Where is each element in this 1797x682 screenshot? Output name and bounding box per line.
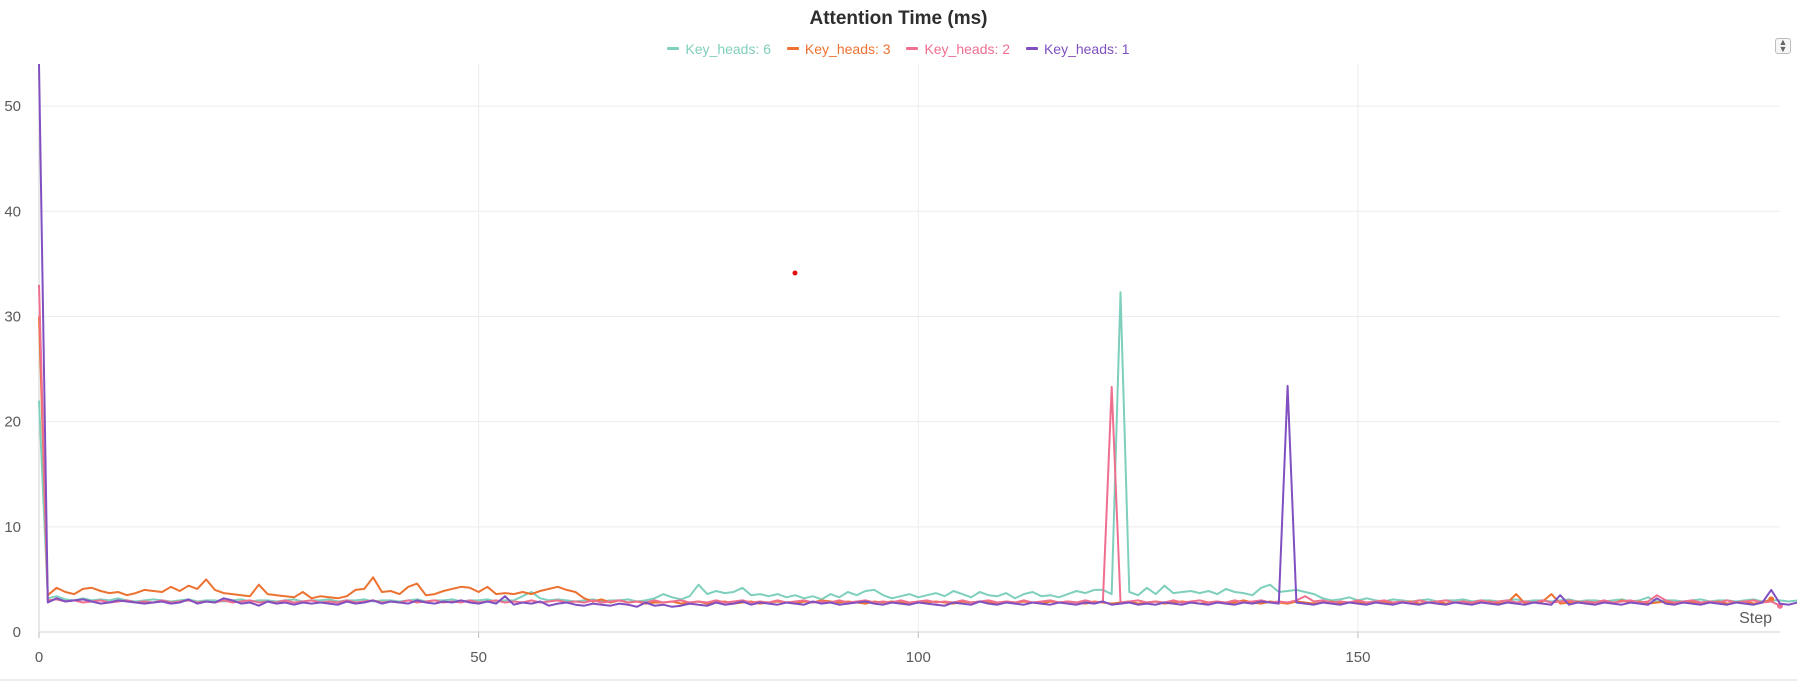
legend-item-series-3[interactable]: Key_heads: 1 [1025, 40, 1130, 57]
y-tick-label: 50 [4, 98, 21, 115]
y-tick-label: 40 [4, 203, 21, 220]
series-line-1 [38, 316, 1772, 605]
legend-label-0: Key_heads: 6 [685, 40, 772, 57]
red-marker-dot [792, 270, 798, 276]
legend-item-series-2[interactable]: Key_heads: 2 [906, 41, 1010, 57]
legend-swatch-1 [786, 47, 799, 50]
grid-lines [39, 64, 1780, 632]
x-tick-label: 100 [906, 649, 931, 666]
legend: Key_heads: 6 Key_heads: 3 Key_heads: 2 K… [0, 37, 1797, 57]
series-layer [38, 63, 1797, 609]
axes [0, 64, 1797, 681]
legend-swatch-3 [1025, 47, 1038, 50]
y-tick-label: 20 [4, 414, 21, 431]
y-tick-label: 30 [4, 308, 21, 325]
legend-scroll-toggle-icon[interactable]: ▲ ▼ [1775, 38, 1791, 54]
legend-label-3: Key_heads: 1 [1043, 40, 1130, 57]
tick-labels: 0 10 20 30 40 50 0 50 100 150 Step [4, 98, 1772, 666]
x-tick-label: 150 [1345, 649, 1370, 666]
y-tick-label: 10 [4, 519, 21, 536]
series-line-2 [38, 284, 1781, 607]
legend-label-2: Key_heads: 2 [924, 40, 1011, 57]
chart-title: Attention Time (ms) [809, 8, 988, 29]
legend-item-series-0[interactable]: Key_heads: 6 [667, 41, 771, 57]
x-tick-label: 50 [470, 649, 487, 666]
series-line-3 [38, 63, 1797, 608]
x-axis-label: Step [1739, 610, 1772, 627]
x-tick-label: 0 [35, 649, 43, 666]
y-tick-label: 0 [13, 624, 21, 641]
legend-label-1: Key_heads: 3 [804, 40, 891, 57]
legend-swatch-2 [906, 47, 919, 50]
legend-swatch-0 [667, 47, 680, 50]
legend-item-series-1[interactable]: Key_heads: 3 [786, 40, 891, 57]
